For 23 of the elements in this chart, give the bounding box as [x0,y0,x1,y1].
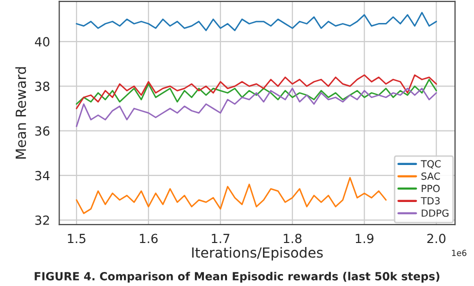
line-series [76,12,438,32]
y-tick-label: 34 [35,170,50,180]
y-tick-label: 32 [35,216,49,225]
line-series [76,176,387,214]
legend-label: PPO [422,184,440,192]
y-tick-label: 36 [35,126,50,136]
line-series [76,88,438,128]
x-tick-label: 2.0 [427,234,446,244]
y-tick-label: 40 [34,37,50,47]
legend-label: TQC [420,160,441,169]
legend-label: TD3 [420,197,440,204]
caption: FIGURE 4. Comparison of Mean Episodic rewards (last 50k steps) [34,272,440,283]
x-tick-label: 1.8 [284,234,302,244]
x-axis-title: Iterations/Episodes [192,247,323,260]
y-tick-label: 38 [35,82,50,92]
y-axis-title: Mean Reward [15,67,26,159]
legend-label: SAC [421,172,440,180]
legend-label: DDPG [422,209,448,217]
text: 1e6 [452,250,466,256]
x-tick-label: 1.6 [140,234,158,244]
x-tick-label: 1.5 [68,234,86,244]
x-tick-label: 1.7 [212,234,230,244]
x-tick-label: 1.9 [356,234,374,244]
